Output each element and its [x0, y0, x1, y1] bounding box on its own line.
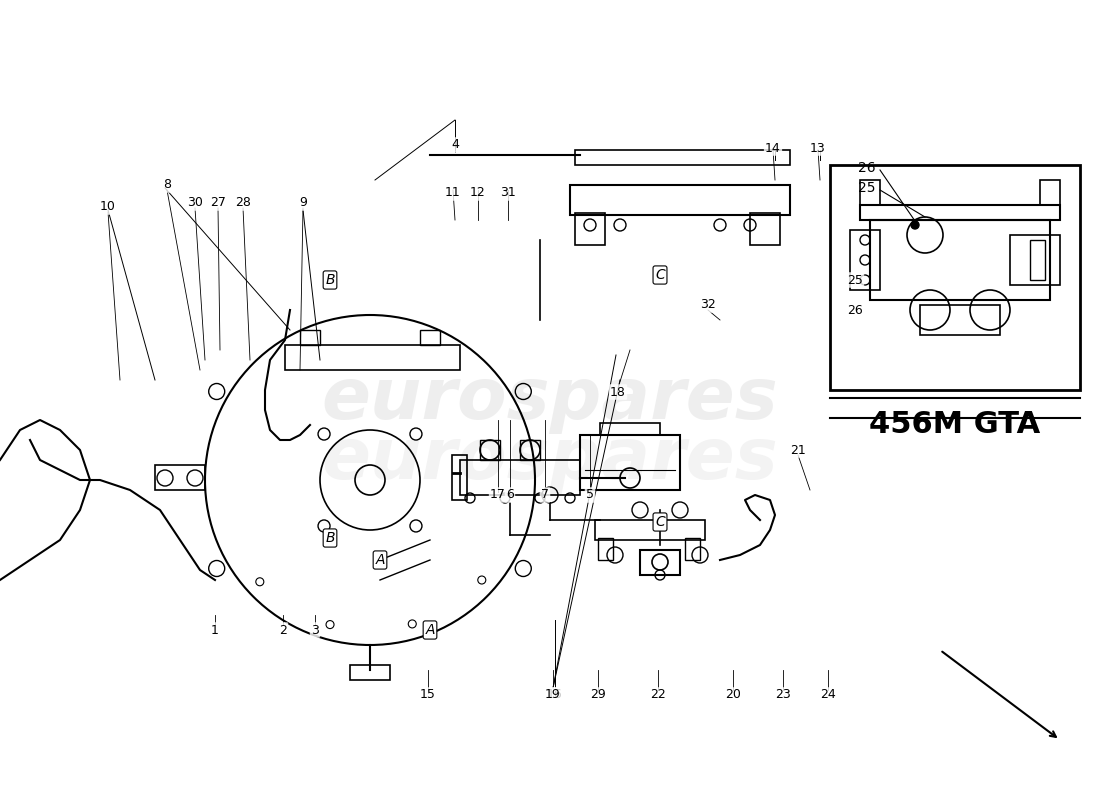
Text: 15: 15	[420, 689, 436, 702]
Circle shape	[911, 221, 918, 229]
Bar	[600, 423, 660, 435]
Text: 6: 6	[506, 489, 514, 502]
Text: 29: 29	[590, 689, 606, 702]
Text: 1: 1	[211, 623, 219, 637]
Text: 11: 11	[446, 186, 461, 199]
Bar	[860, 180, 880, 205]
Text: 25: 25	[858, 181, 876, 195]
Text: eurospares: eurospares	[321, 366, 779, 434]
Bar	[575, 213, 605, 245]
Text: 16: 16	[547, 689, 563, 702]
Text: 23: 23	[776, 689, 791, 702]
Bar	[850, 230, 880, 290]
Bar	[480, 440, 501, 460]
Text: 18: 18	[610, 386, 626, 398]
Text: 2: 2	[279, 623, 287, 637]
Bar	[452, 455, 468, 500]
Text: 10: 10	[100, 201, 116, 214]
Bar	[1030, 240, 1045, 280]
Text: 19: 19	[546, 689, 561, 702]
Bar	[750, 213, 780, 245]
Text: 8: 8	[163, 178, 170, 191]
Bar	[920, 305, 1000, 335]
Text: C: C	[656, 515, 664, 529]
Text: 12: 12	[470, 186, 486, 199]
Bar	[300, 330, 320, 345]
Bar	[575, 150, 790, 165]
Text: 27: 27	[210, 197, 225, 210]
Bar	[420, 330, 440, 345]
Bar	[870, 220, 1050, 300]
Text: 26: 26	[847, 303, 862, 317]
Text: 7: 7	[541, 489, 549, 502]
Bar	[685, 538, 700, 560]
Text: B: B	[326, 273, 334, 287]
Text: 32: 32	[700, 298, 716, 311]
Text: 28: 28	[235, 197, 251, 210]
Text: 24: 24	[821, 689, 836, 702]
Text: A: A	[426, 623, 434, 637]
Text: 20: 20	[725, 689, 741, 702]
Bar	[350, 665, 390, 680]
Text: B: B	[326, 531, 334, 545]
Text: 17: 17	[491, 489, 506, 502]
Text: 9: 9	[299, 197, 307, 210]
Bar	[580, 435, 680, 490]
Text: 21: 21	[790, 443, 806, 457]
Text: 22: 22	[650, 689, 666, 702]
Bar	[570, 185, 790, 215]
Text: 5: 5	[586, 489, 594, 502]
Bar	[285, 345, 460, 370]
Bar	[640, 550, 680, 575]
Bar	[155, 465, 205, 490]
Text: 4: 4	[451, 138, 459, 151]
Text: A: A	[375, 553, 385, 567]
Bar	[1040, 180, 1060, 205]
Text: C: C	[656, 268, 664, 282]
Text: 26: 26	[858, 161, 876, 175]
Text: eurospares: eurospares	[321, 426, 779, 494]
Bar	[598, 538, 613, 560]
Bar	[595, 520, 705, 540]
Text: 456M GTA: 456M GTA	[869, 410, 1041, 439]
Bar	[460, 460, 580, 495]
Bar	[860, 205, 1060, 220]
Text: 25: 25	[847, 274, 862, 286]
Bar	[1010, 235, 1060, 285]
Text: 31: 31	[500, 186, 516, 199]
Text: 3: 3	[311, 623, 319, 637]
Text: 30: 30	[187, 197, 202, 210]
Text: 13: 13	[810, 142, 826, 154]
Bar	[830, 165, 1080, 390]
Bar	[520, 440, 540, 460]
Text: 14: 14	[766, 142, 781, 154]
